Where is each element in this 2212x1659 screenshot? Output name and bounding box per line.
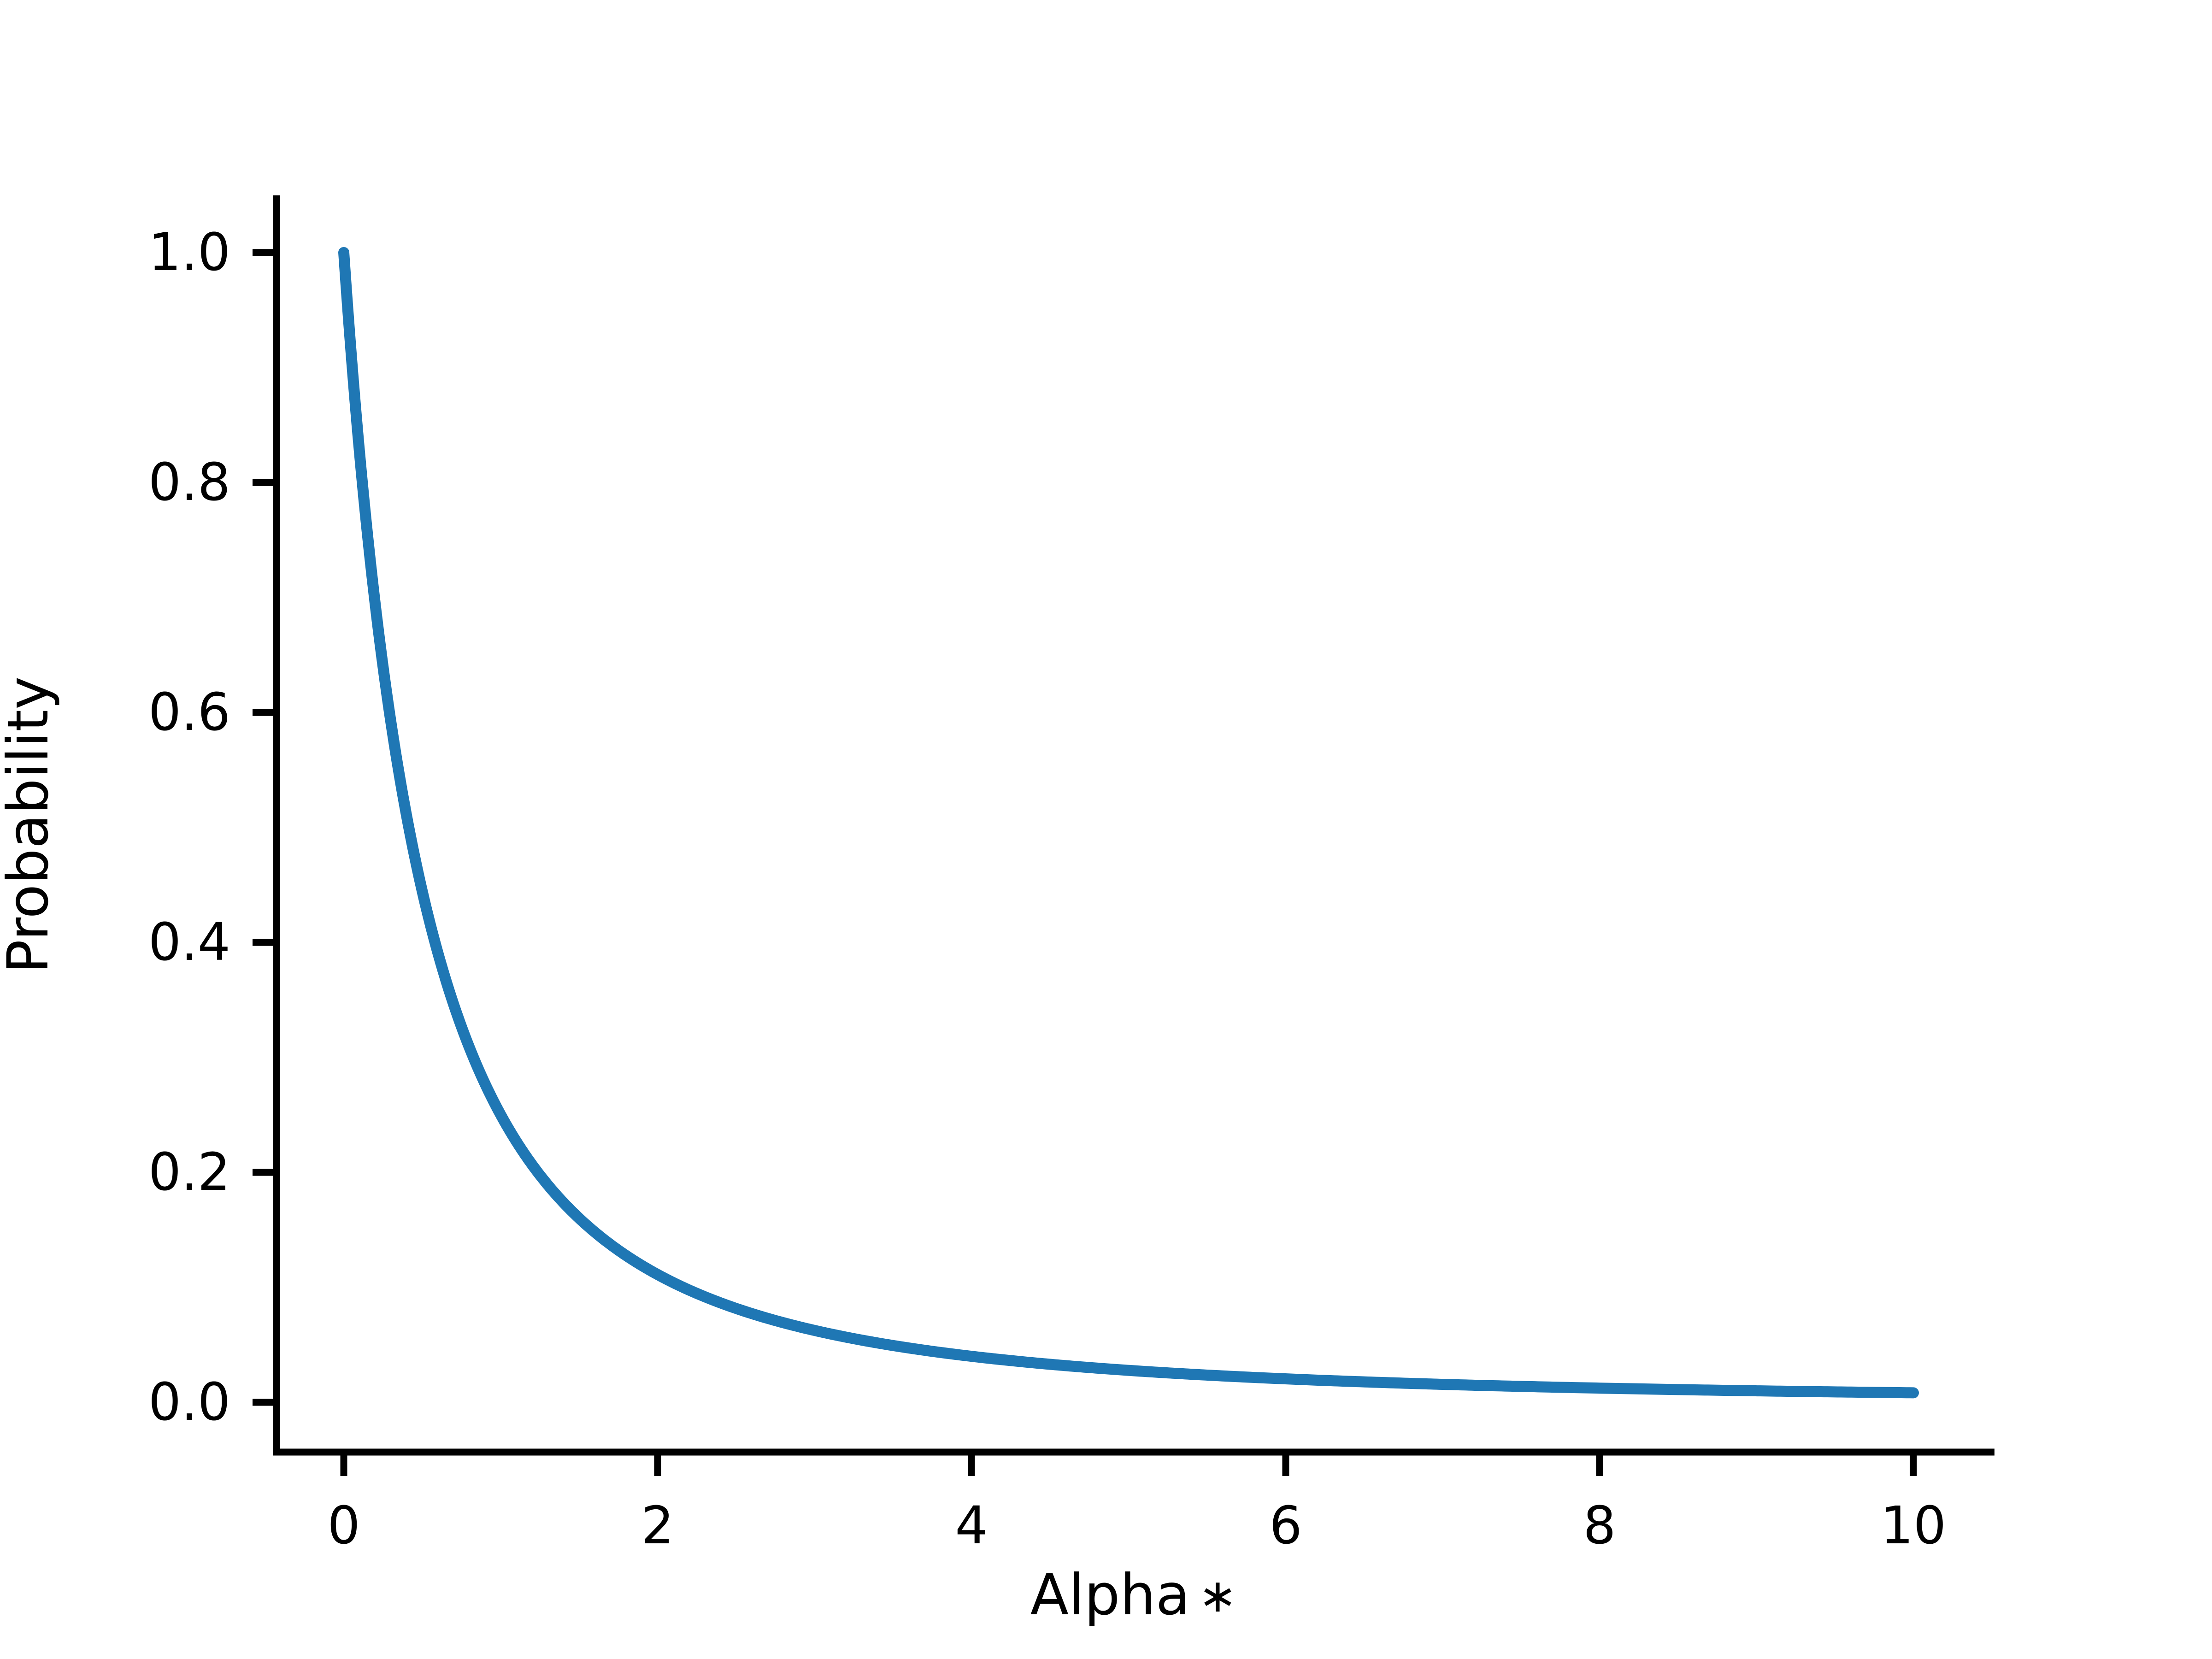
y-tick-label-5: 0.2 [148, 1142, 230, 1202]
x-tick-label-6: 10 [1880, 1496, 1947, 1556]
x-axis-ticks [340, 1452, 1917, 1476]
y-tick-label-6: 0.0 [148, 1372, 230, 1432]
x-axis-label: Alpha ∗ [1030, 1567, 1237, 1623]
x-tick-label-5: 8 [1583, 1496, 1616, 1556]
y-tick-label-4: 0.4 [148, 912, 230, 972]
x-tick-label-1: 0 [327, 1496, 360, 1556]
data-line-probability [338, 247, 1919, 1399]
y-tick-label-2: 0.8 [148, 453, 230, 512]
y-axis-ticks [253, 249, 276, 1406]
x-tick-label-3: 4 [955, 1496, 988, 1556]
y-tick-label-1: 1.0 [148, 223, 230, 282]
x-tick-label-4: 6 [1269, 1496, 1302, 1556]
asterisk-icon: ∗ [1198, 1569, 1237, 1623]
x-tick-label-2: 2 [641, 1496, 674, 1556]
x-axis-label-text: Alpha [1030, 1562, 1190, 1628]
y-axis-label: Probability [0, 676, 61, 974]
y-tick-label-3: 0.6 [148, 682, 230, 742]
